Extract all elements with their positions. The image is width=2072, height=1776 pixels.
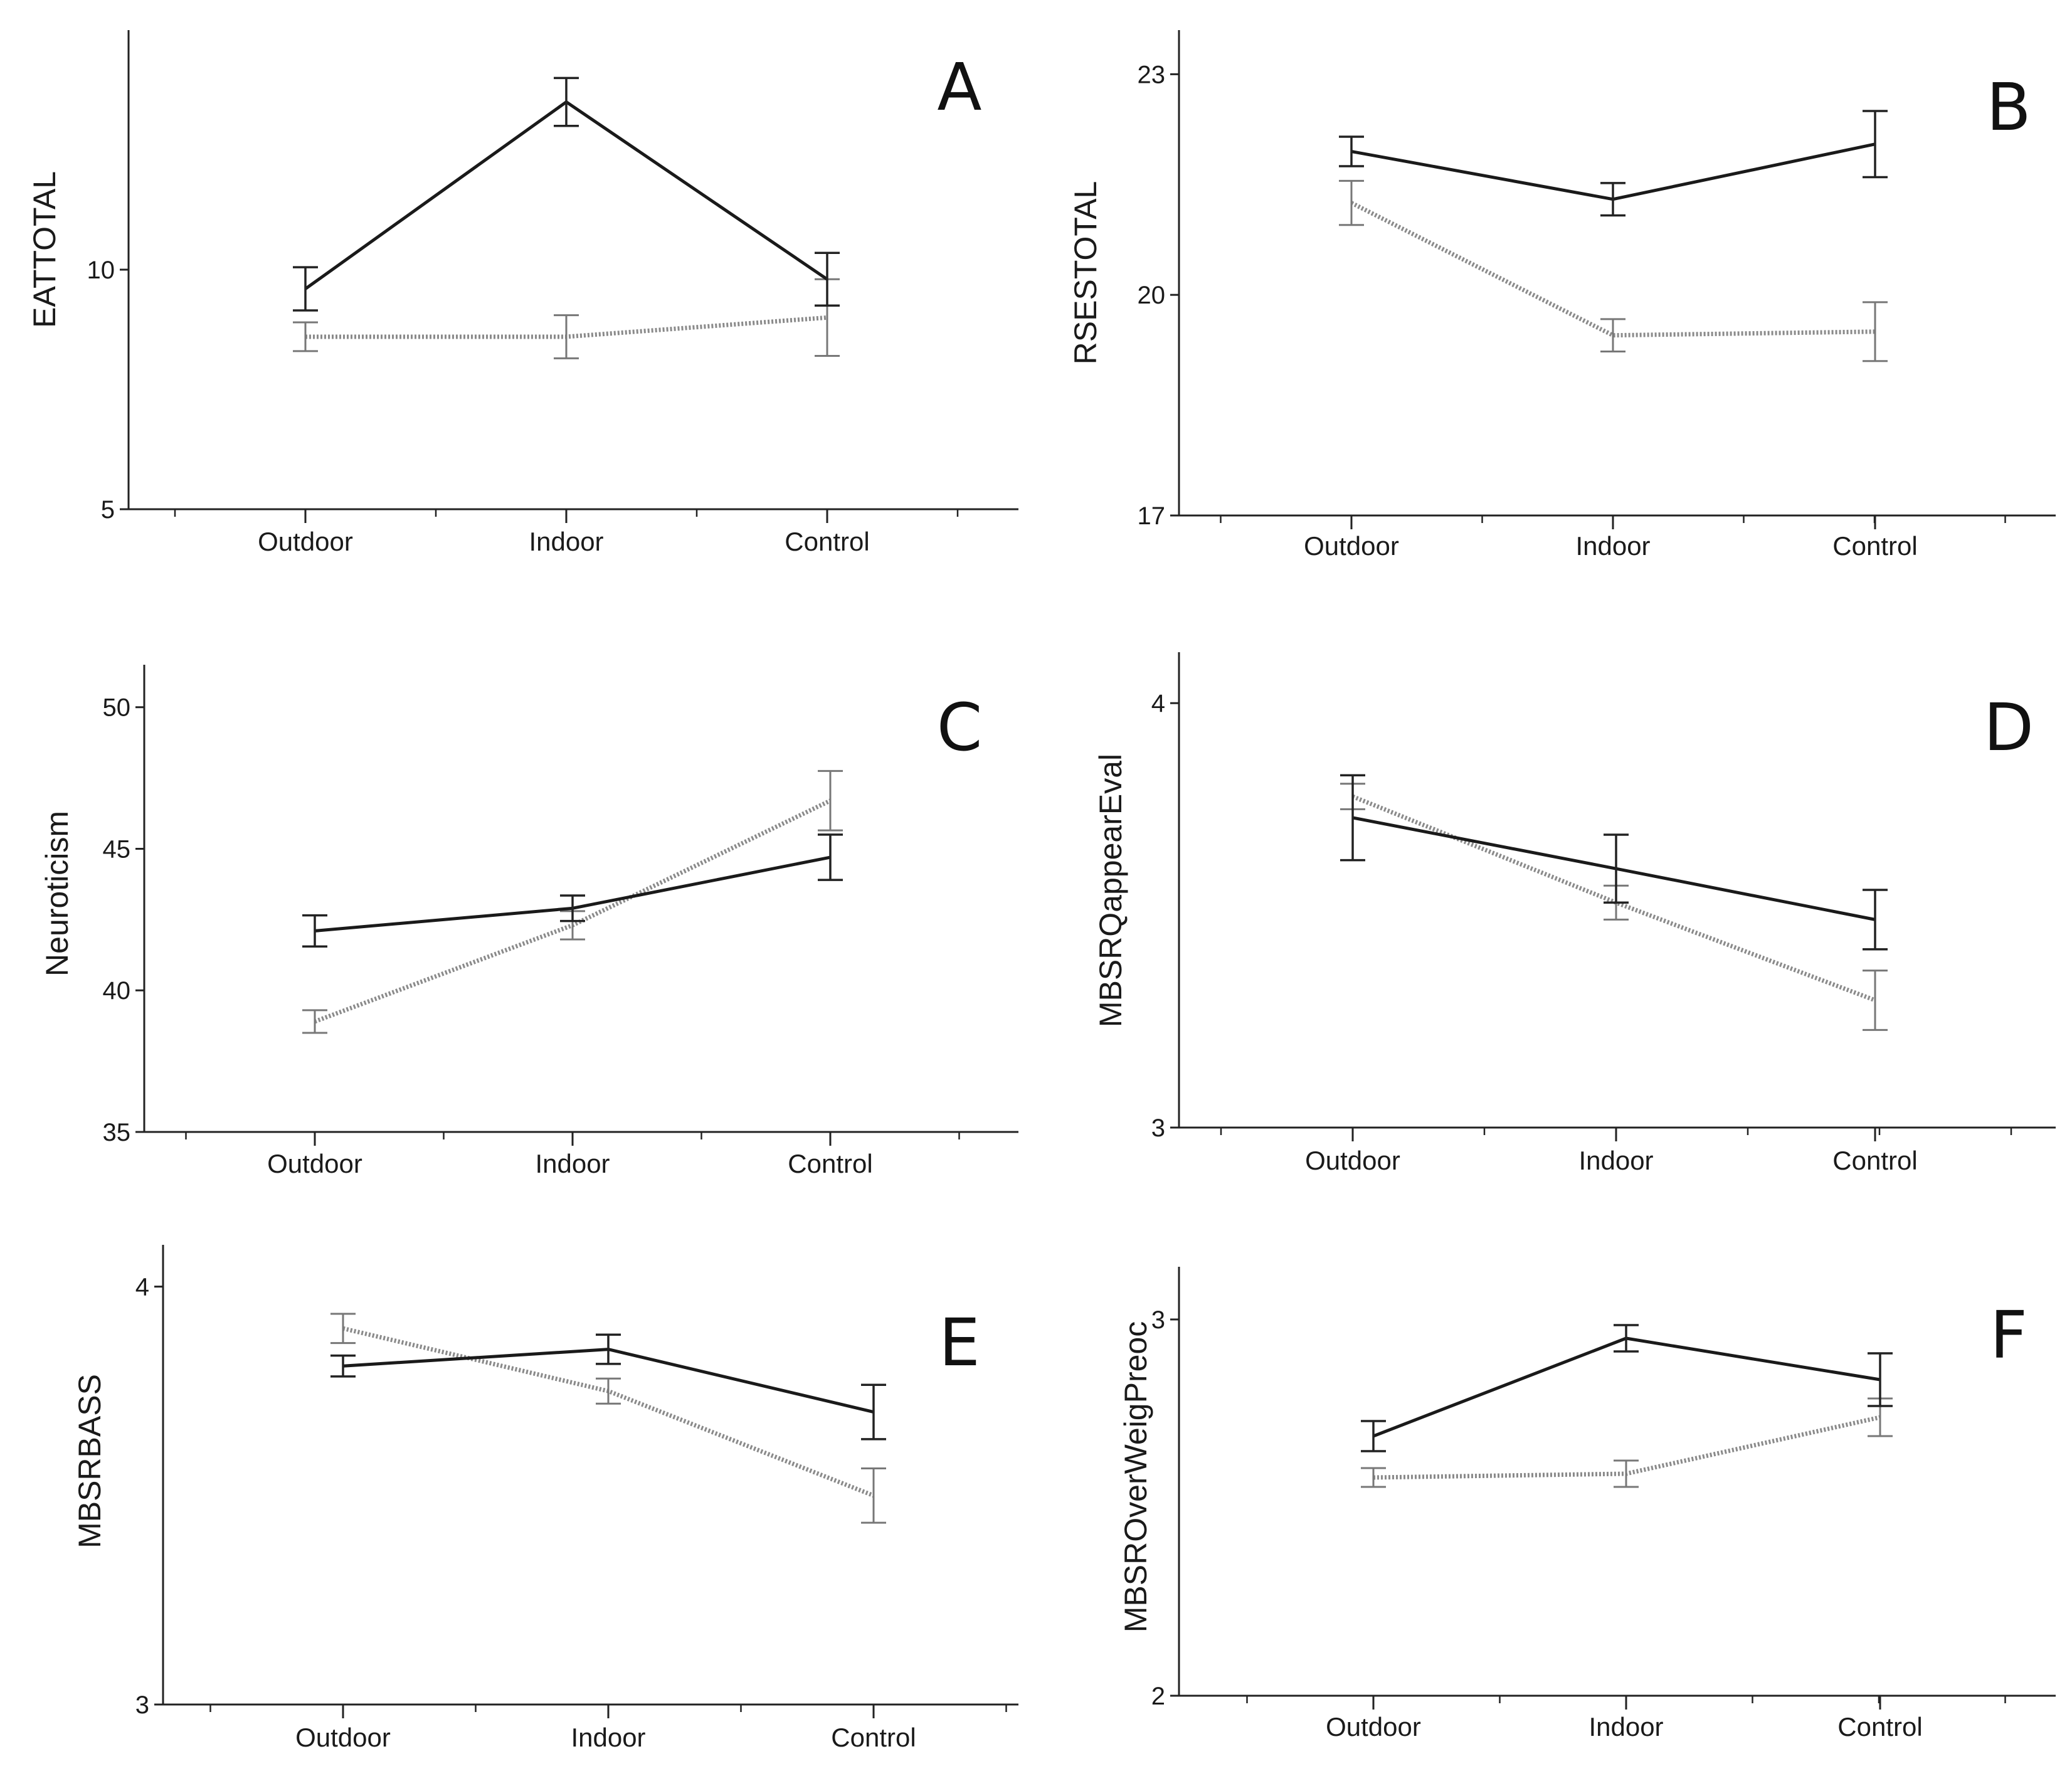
- panel-a: EATTOTAL A: [27, 49, 982, 328]
- chart-f: Outdoor Indoor Control 2 3: [1151, 1267, 2056, 1742]
- ylabel-e: MBSRBASS: [72, 1374, 107, 1548]
- chart-c: Outdoor Indoor Control 35 40 45 50: [103, 665, 1018, 1178]
- x-tick-label-a: Outdoor: [258, 527, 353, 556]
- y-tick-label-d: 3: [1151, 1114, 1165, 1142]
- x-tick-label-c: Indoor: [535, 1149, 610, 1178]
- y-tick-label-b: 17: [1138, 502, 1166, 530]
- chart-d: Outdoor Indoor Control 3 4: [1151, 652, 2056, 1175]
- panel-letter-c: C: [937, 689, 983, 766]
- ylabel-d: MBSRQappearEval: [1093, 754, 1128, 1027]
- x-tick-label-b: Outdoor: [1304, 531, 1399, 561]
- x-tick-label-d: Outdoor: [1305, 1146, 1400, 1175]
- x-tick-label-d: Control: [1832, 1146, 1917, 1175]
- y-tick-label-e: 4: [135, 1274, 149, 1301]
- x-tick-label-e: Indoor: [571, 1723, 645, 1752]
- ylabel-f: MBSROverWeigPreoc: [1118, 1321, 1153, 1632]
- panel-e: MBSRBASS E: [72, 1304, 980, 1548]
- chart-a: Outdoor Indoor Control 5 10: [87, 30, 1018, 556]
- panel-letter-d: D: [1984, 689, 2034, 766]
- panel-f: MBSROverWeigPreoc F: [1118, 1297, 2027, 1632]
- x-tick-label-b: Control: [1832, 531, 1917, 561]
- x-tick-label-a: Indoor: [529, 527, 603, 556]
- x-tick-label-e: Control: [831, 1723, 916, 1752]
- y-tick-label-a: 10: [87, 256, 115, 284]
- x-tick-label-b: Indoor: [1575, 531, 1650, 561]
- x-tick-label-f: Indoor: [1588, 1712, 1663, 1742]
- x-tick-label-d: Indoor: [1578, 1146, 1653, 1175]
- y-tick-label-c: 35: [103, 1119, 131, 1146]
- y-tick-label-f: 2: [1151, 1683, 1165, 1710]
- panel-letter-a: A: [937, 49, 981, 125]
- series-line-dotted-b: [1350, 201, 1876, 338]
- y-tick-label-a: 5: [101, 496, 115, 524]
- panel-c: Neuroticism C: [40, 689, 982, 976]
- panel-letter-b: B: [1986, 69, 2031, 145]
- x-tick-label-f: Control: [1837, 1712, 1922, 1742]
- x-tick-label-f: Outdoor: [1326, 1712, 1421, 1742]
- x-tick-label-c: Outdoor: [267, 1149, 362, 1178]
- y-tick-label-d: 4: [1151, 690, 1165, 717]
- panel-d: MBSRQappearEval D: [1093, 689, 2034, 1027]
- panel-letter-f: F: [1990, 1297, 2027, 1373]
- ylabel-c: Neuroticism: [40, 811, 75, 976]
- y-tick-label-e: 3: [135, 1691, 149, 1719]
- y-tick-label-b: 23: [1138, 61, 1166, 88]
- y-tick-label-c: 45: [103, 835, 131, 863]
- y-tick-label-b: 20: [1138, 282, 1166, 309]
- ylabel-b: RSESTOTAL: [1068, 181, 1103, 365]
- x-tick-label-c: Control: [788, 1149, 872, 1178]
- chart-e: Outdoor Indoor Control 3 4: [135, 1245, 1018, 1752]
- x-tick-label-e: Outdoor: [295, 1723, 391, 1752]
- panel-letter-e: E: [939, 1304, 980, 1381]
- ylabel-a: EATTOTAL: [27, 171, 62, 328]
- y-tick-label-c: 50: [103, 694, 131, 722]
- panel-b: RSESTOTAL B: [1068, 69, 2031, 364]
- y-tick-label-f: 3: [1151, 1306, 1165, 1334]
- y-tick-label-c: 40: [103, 977, 131, 1005]
- x-tick-label-a: Control: [785, 527, 869, 556]
- chart-b: Outdoor Indoor Control 17 20 23: [1138, 30, 2056, 561]
